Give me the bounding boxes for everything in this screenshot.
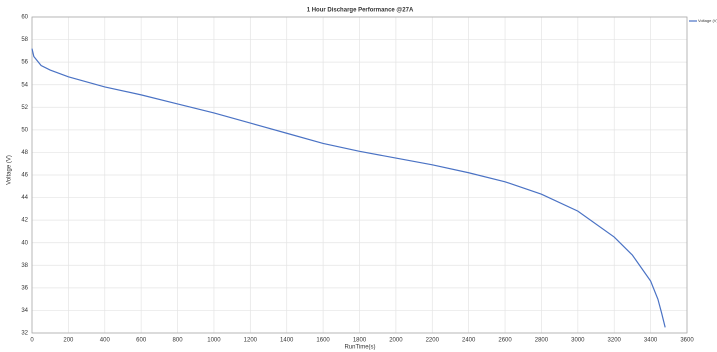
y-tick-label: 40	[21, 240, 28, 246]
y-tick-label: 60	[21, 15, 28, 21]
x-tick-label: 1600	[316, 338, 330, 344]
x-tick-label: 1200	[244, 338, 258, 344]
x-tick-label: 2400	[462, 338, 476, 344]
chart-title: 1 Hour Discharge Performance @27A	[307, 8, 414, 14]
x-tick-label: 3600	[680, 338, 694, 344]
y-tick-label: 50	[21, 127, 28, 133]
y-tick-label: 38	[21, 263, 28, 269]
x-tick-label: 0	[30, 338, 34, 344]
x-tick-label: 600	[136, 338, 147, 344]
x-tick-label: 200	[63, 338, 74, 344]
y-tick-label: 52	[21, 105, 28, 111]
y-tick-label: 58	[21, 37, 28, 43]
legend-label: Voltage (V)	[698, 18, 717, 23]
x-tick-label: 3400	[644, 338, 658, 344]
x-tick-label: 400	[100, 338, 111, 344]
y-tick-label: 48	[21, 150, 28, 156]
y-tick-label: 36	[21, 285, 28, 291]
y-tick-label: 46	[21, 173, 28, 179]
x-tick-label: 800	[173, 338, 184, 344]
x-tick-label: 1400	[280, 338, 294, 344]
x-tick-label: 1800	[353, 338, 367, 344]
y-tick-label: 56	[21, 60, 28, 66]
x-tick-label: 3000	[571, 338, 585, 344]
x-tick-label: 2600	[498, 338, 512, 344]
y-tick-label: 42	[21, 218, 28, 224]
x-tick-label: 1000	[207, 338, 221, 344]
x-tick-label: 3200	[608, 338, 622, 344]
y-axis-label: Voltage (V)	[7, 155, 13, 185]
y-tick-label: 44	[21, 195, 28, 201]
plot-frame	[31, 16, 688, 334]
y-tick-label: 54	[21, 82, 28, 88]
x-axis-label: RunTime(s)	[344, 345, 375, 351]
y-tick-label: 34	[21, 308, 28, 314]
x-tick-label: 2800	[535, 338, 549, 344]
data-line	[31, 48, 666, 328]
y-tick-label: 32	[21, 331, 28, 337]
x-tick-label: 2200	[426, 338, 440, 344]
x-tick-label: 2000	[389, 338, 403, 344]
